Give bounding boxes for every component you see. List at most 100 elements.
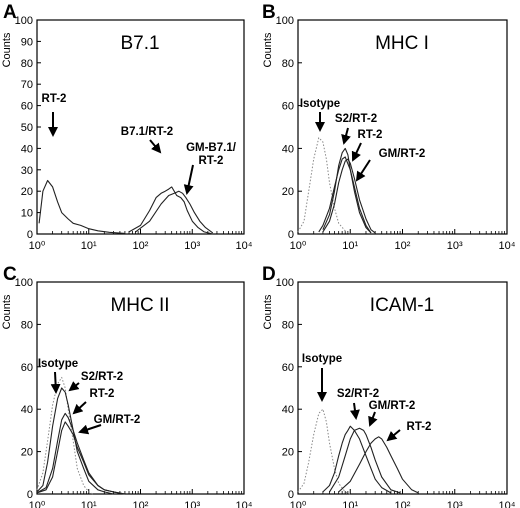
y-tick-label: 0 (288, 229, 294, 241)
annotation-arrow (351, 142, 362, 162)
y-tick-label: 20 (21, 186, 33, 198)
annotation-label: S2/RT-2 (81, 371, 123, 383)
x-tick-label: 10¹ (342, 240, 358, 252)
y-tick-label: 100 (276, 15, 294, 27)
y-tick-label: 20 (282, 186, 294, 198)
y-tick-label: 60 (21, 362, 33, 374)
y-tick-label: 60 (282, 362, 294, 374)
annotation-label: RT-2 (199, 155, 224, 167)
annotation-label: Isotype (38, 358, 78, 370)
y-tick-label: 40 (21, 143, 33, 155)
y-tick-label: 60 (282, 101, 294, 113)
annotation-arrow (72, 401, 87, 415)
annotation-arrow (349, 402, 360, 420)
x-tick-label: 10³ (447, 240, 463, 252)
y-tick-label: 70 (21, 79, 33, 91)
annotation-label: GM/RT-2 (94, 414, 141, 426)
series-b7-1-rt-2 (128, 186, 213, 235)
annotation-arrow (78, 424, 102, 435)
panel-letter: D (262, 264, 276, 285)
annotation-arrow (149, 139, 162, 154)
panel-letter: A (3, 2, 17, 23)
y-tick-label: 40 (21, 404, 33, 416)
x-tick-label: 10⁰ (290, 240, 307, 252)
series-s2-rt-2 (36, 387, 114, 495)
series-isotype (36, 376, 94, 495)
annotation-label: S2/RT-2 (335, 113, 377, 125)
y-tick-label: 0 (27, 229, 33, 241)
x-tick-label: 10³ (184, 240, 200, 252)
annotation-label: RT-2 (358, 129, 383, 141)
annotation-label: RT-2 (407, 421, 432, 433)
annotation-arrow (386, 429, 401, 442)
annotation-label: Isotype (302, 353, 342, 365)
y-tick-label: 80 (282, 319, 294, 331)
panel-title: B7.1 (120, 33, 159, 54)
series-gm-rt-2 (329, 427, 401, 494)
annotation-label: Isotype (300, 98, 340, 110)
x-tick-label: 10³ (184, 500, 200, 508)
y-tick-label: 80 (282, 58, 294, 70)
x-tick-label: 10⁴ (236, 240, 253, 252)
x-tick-label: 10⁴ (499, 240, 516, 252)
annotation-label: GM/RT-2 (379, 148, 426, 160)
annotation-label: RT-2 (42, 93, 67, 105)
annotation-arrow (50, 371, 61, 394)
x-tick-label: 10² (133, 500, 149, 508)
annotation-arrow (355, 159, 371, 182)
x-tick-label: 10¹ (81, 500, 97, 508)
annotation-label: S2/RT-2 (337, 388, 379, 400)
x-tick-label: 10¹ (81, 240, 97, 252)
x-tick-label: 10⁴ (236, 500, 253, 508)
x-tick-label: 10¹ (342, 500, 358, 508)
y-tick-label: 100 (15, 15, 33, 27)
y-tick-label: 40 (282, 143, 294, 155)
annotation-arrow (68, 381, 80, 392)
series-s2-rt-2 (322, 425, 392, 494)
y-axis-label: Counts (1, 294, 13, 329)
x-tick-label: 10⁰ (29, 500, 46, 508)
y-tick-label: 80 (21, 319, 33, 331)
x-tick-label: 10² (133, 240, 149, 252)
series-gm-rt-2 (318, 156, 372, 234)
y-tick-label: 40 (282, 404, 294, 416)
panel-b: B MHC I Counts 0 20 40 60 80 100 10⁰ 10¹ 10² 10³ 10⁴ I… (262, 2, 516, 252)
panel-d: D ICAM-1 Counts 0 20 40 60 80 100 10⁰ 10¹ 10² 10³ 10⁴… (262, 264, 516, 508)
y-tick-label: 90 (21, 36, 33, 48)
series-rt-2 (322, 158, 376, 234)
y-tick-label: 100 (276, 277, 294, 289)
panel-c: C MHC II Counts 0 20 40 60 80 100 10⁰ 10¹ 10² 10³ 10⁴… (1, 264, 253, 508)
y-axis-label: Counts (262, 294, 274, 329)
series-rt-2 (338, 436, 419, 494)
panel-title: MHC I (375, 33, 429, 54)
x-tick-label: 10³ (447, 500, 463, 508)
x-tick-label: 10² (395, 500, 411, 508)
x-tick-label: 10⁰ (29, 240, 46, 252)
y-tick-label: 30 (21, 165, 33, 177)
y-axis-label: Counts (262, 32, 274, 67)
y-tick-label: 0 (27, 489, 33, 501)
panel-title: MHC II (110, 295, 169, 316)
y-tick-label: 80 (21, 58, 33, 70)
y-tick-label: 60 (21, 101, 33, 113)
annotation-label: GM/RT-2 (369, 400, 416, 412)
series-isotype (297, 408, 351, 495)
y-tick-label: 0 (288, 489, 294, 501)
series-rt-2 (38, 179, 125, 234)
x-tick-label: 10² (395, 240, 411, 252)
series-isotype (297, 137, 351, 235)
y-tick-label: 20 (282, 447, 294, 459)
y-axis-label: Counts (1, 32, 13, 67)
annotation-arrow (183, 164, 194, 195)
panel-title: ICAM-1 (370, 295, 434, 316)
annotation-label: B7.1/RT-2 (121, 126, 173, 138)
y-tick-label: 100 (15, 277, 33, 289)
series-s2-rt-2 (322, 147, 372, 234)
series-gm-rt-2 (36, 421, 125, 495)
series-gm-b7-1-rt-2 (135, 190, 214, 234)
panel-letter: B (262, 2, 276, 23)
annotation-label: RT-2 (90, 388, 115, 400)
y-tick-label: 20 (21, 447, 33, 459)
y-tick-label: 10 (21, 208, 33, 220)
